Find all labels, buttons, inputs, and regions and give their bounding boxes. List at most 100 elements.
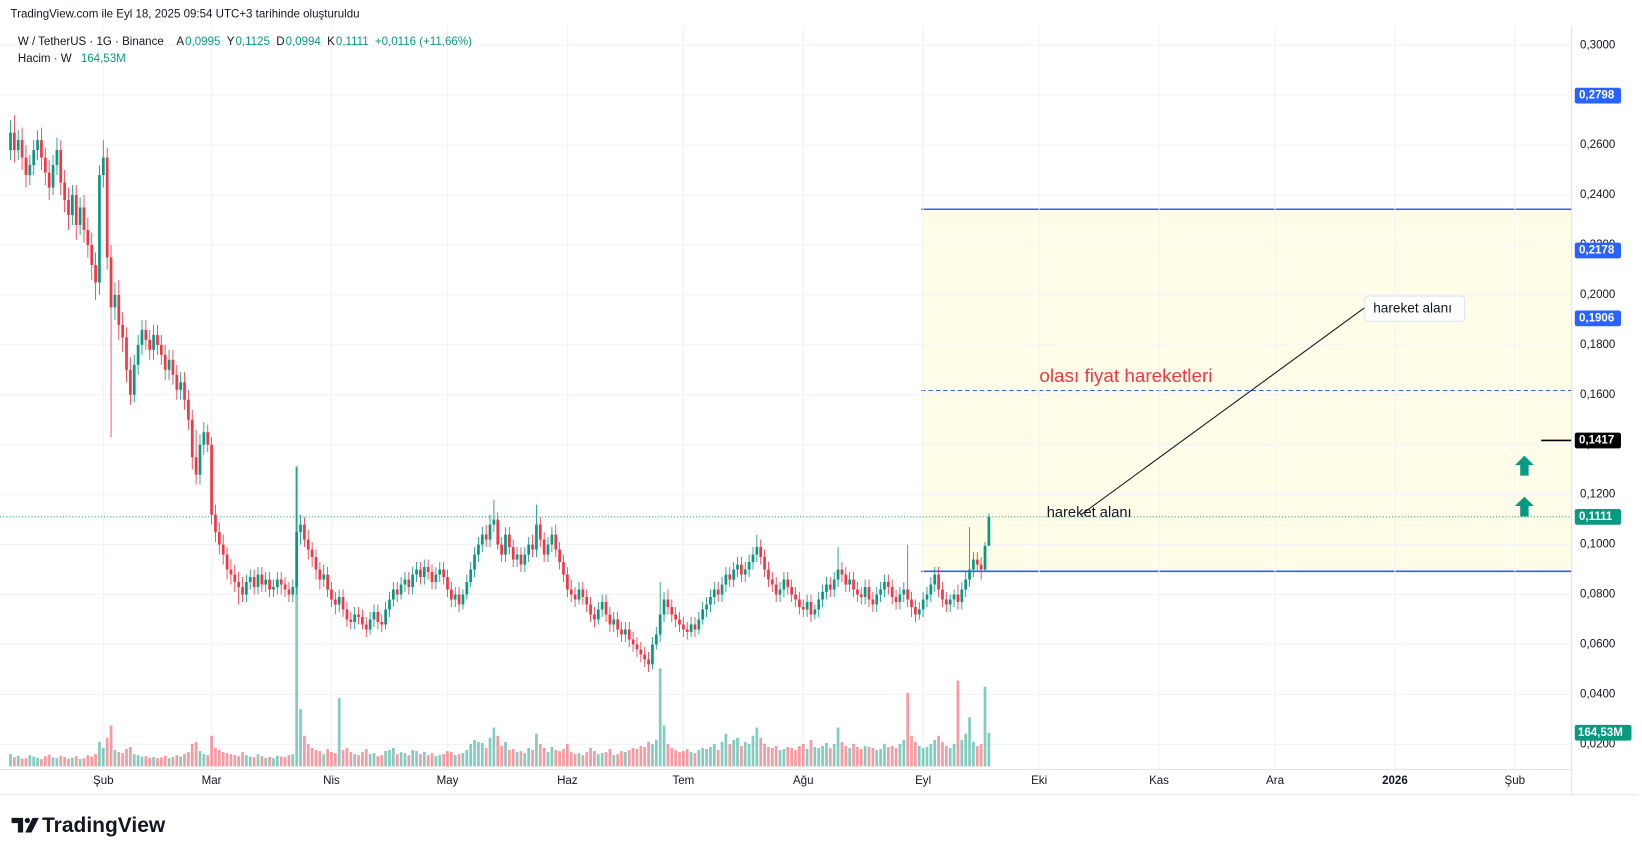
volume-bar	[689, 752, 693, 767]
candle-body	[701, 609, 705, 620]
candle-body	[720, 584, 724, 595]
candle-body	[983, 545, 987, 570]
candle-body	[248, 577, 252, 583]
candle-body	[299, 524, 302, 533]
drawing-layer: hareket alanı hareket alanı olası fiyat …	[0, 295, 1572, 521]
legend-value: 0,1125	[235, 36, 269, 48]
y-tick-label: 0,0600	[1580, 638, 1615, 650]
y-tick-label: 0,0200	[1580, 738, 1615, 750]
candle-body	[217, 532, 221, 545]
volume-bar	[616, 754, 619, 767]
price-label-bg	[1574, 508, 1621, 525]
candle-body	[372, 611, 376, 620]
candle-body	[848, 579, 852, 585]
candle-body	[252, 577, 256, 588]
volume-bar	[24, 758, 28, 767]
volume-bar	[678, 752, 681, 767]
brand: TradingView	[42, 814, 166, 837]
volume-bar	[20, 758, 24, 767]
candle-body	[407, 579, 411, 588]
volume-bar	[863, 745, 867, 767]
volume-bar	[813, 746, 817, 767]
candle-body	[705, 604, 708, 610]
candle-body	[910, 599, 913, 607]
candle-body	[71, 195, 74, 216]
volume-bar	[55, 758, 59, 767]
candle-body	[86, 229, 90, 245]
volume-bar	[245, 755, 248, 767]
volume-bar	[979, 743, 983, 767]
volume-bar	[527, 748, 531, 767]
candle-body	[531, 544, 534, 550]
candle-body	[256, 574, 260, 588]
candle-body	[558, 549, 561, 563]
volume-bar	[74, 756, 78, 767]
volume-bar	[461, 753, 465, 767]
candle-body	[964, 579, 968, 590]
candle-body	[596, 609, 600, 620]
volume-bar	[496, 735, 500, 767]
volume-bar	[937, 735, 940, 767]
candle-body	[538, 524, 542, 540]
candle-body	[241, 587, 244, 595]
volume-bar	[770, 748, 774, 767]
candle-body	[786, 579, 790, 588]
volume-bar	[94, 754, 97, 767]
volume-bar	[968, 717, 971, 767]
candle-body	[933, 574, 937, 585]
candle-body	[937, 574, 940, 590]
candle-body	[229, 569, 233, 575]
candle-body	[275, 579, 279, 588]
volume-bar	[608, 749, 612, 767]
candle-body	[117, 294, 121, 325]
volume-bar	[662, 725, 666, 767]
candle-body	[78, 207, 82, 225]
volume-bar	[983, 686, 987, 767]
candle-body	[306, 539, 310, 550]
volume-bar	[82, 758, 86, 767]
volume-bar	[341, 750, 345, 767]
candle-body	[36, 140, 39, 151]
volume-bar	[871, 748, 875, 767]
candle-body	[844, 574, 848, 585]
candle-body	[616, 619, 619, 630]
volume-bar	[167, 758, 171, 767]
volume-bar	[736, 737, 739, 767]
volume-bar	[449, 752, 453, 767]
candle-body	[774, 584, 778, 595]
x-tick-label: Şub	[1505, 775, 1526, 787]
volume-bar	[310, 748, 314, 767]
volume-bar	[264, 757, 268, 767]
volume-bar	[442, 754, 445, 767]
x-tick-label: Tem	[672, 775, 694, 787]
volume-bar	[972, 741, 975, 767]
candle-body	[519, 554, 523, 565]
candle-body	[674, 614, 677, 620]
volume-bar	[105, 737, 109, 767]
x-tick-label: 2026	[1382, 775, 1408, 787]
candle-body	[469, 569, 473, 583]
candle-body	[658, 614, 662, 635]
candle-body	[670, 606, 674, 615]
volume-bar	[906, 692, 910, 767]
volume-bar	[840, 741, 844, 767]
volume-bar	[453, 755, 457, 767]
y-tick-label: 0,1000	[1580, 539, 1615, 551]
x-tick-label: Haz	[557, 775, 578, 787]
candle-body	[314, 557, 318, 570]
candle-body	[890, 587, 894, 598]
candle-body	[527, 544, 531, 555]
volume-bar	[241, 752, 244, 767]
candle-body	[480, 534, 484, 545]
volume-bar	[473, 739, 476, 767]
volume-bar	[306, 743, 310, 767]
candle-body	[426, 567, 430, 573]
volume-bar	[902, 739, 906, 767]
candle-body	[643, 654, 647, 660]
candle-body	[279, 579, 283, 585]
volume-bar	[786, 746, 790, 767]
candle-body	[159, 344, 163, 355]
volume-bar	[171, 756, 175, 767]
grid-layer	[0, 26, 1572, 770]
candle-body	[109, 257, 113, 308]
